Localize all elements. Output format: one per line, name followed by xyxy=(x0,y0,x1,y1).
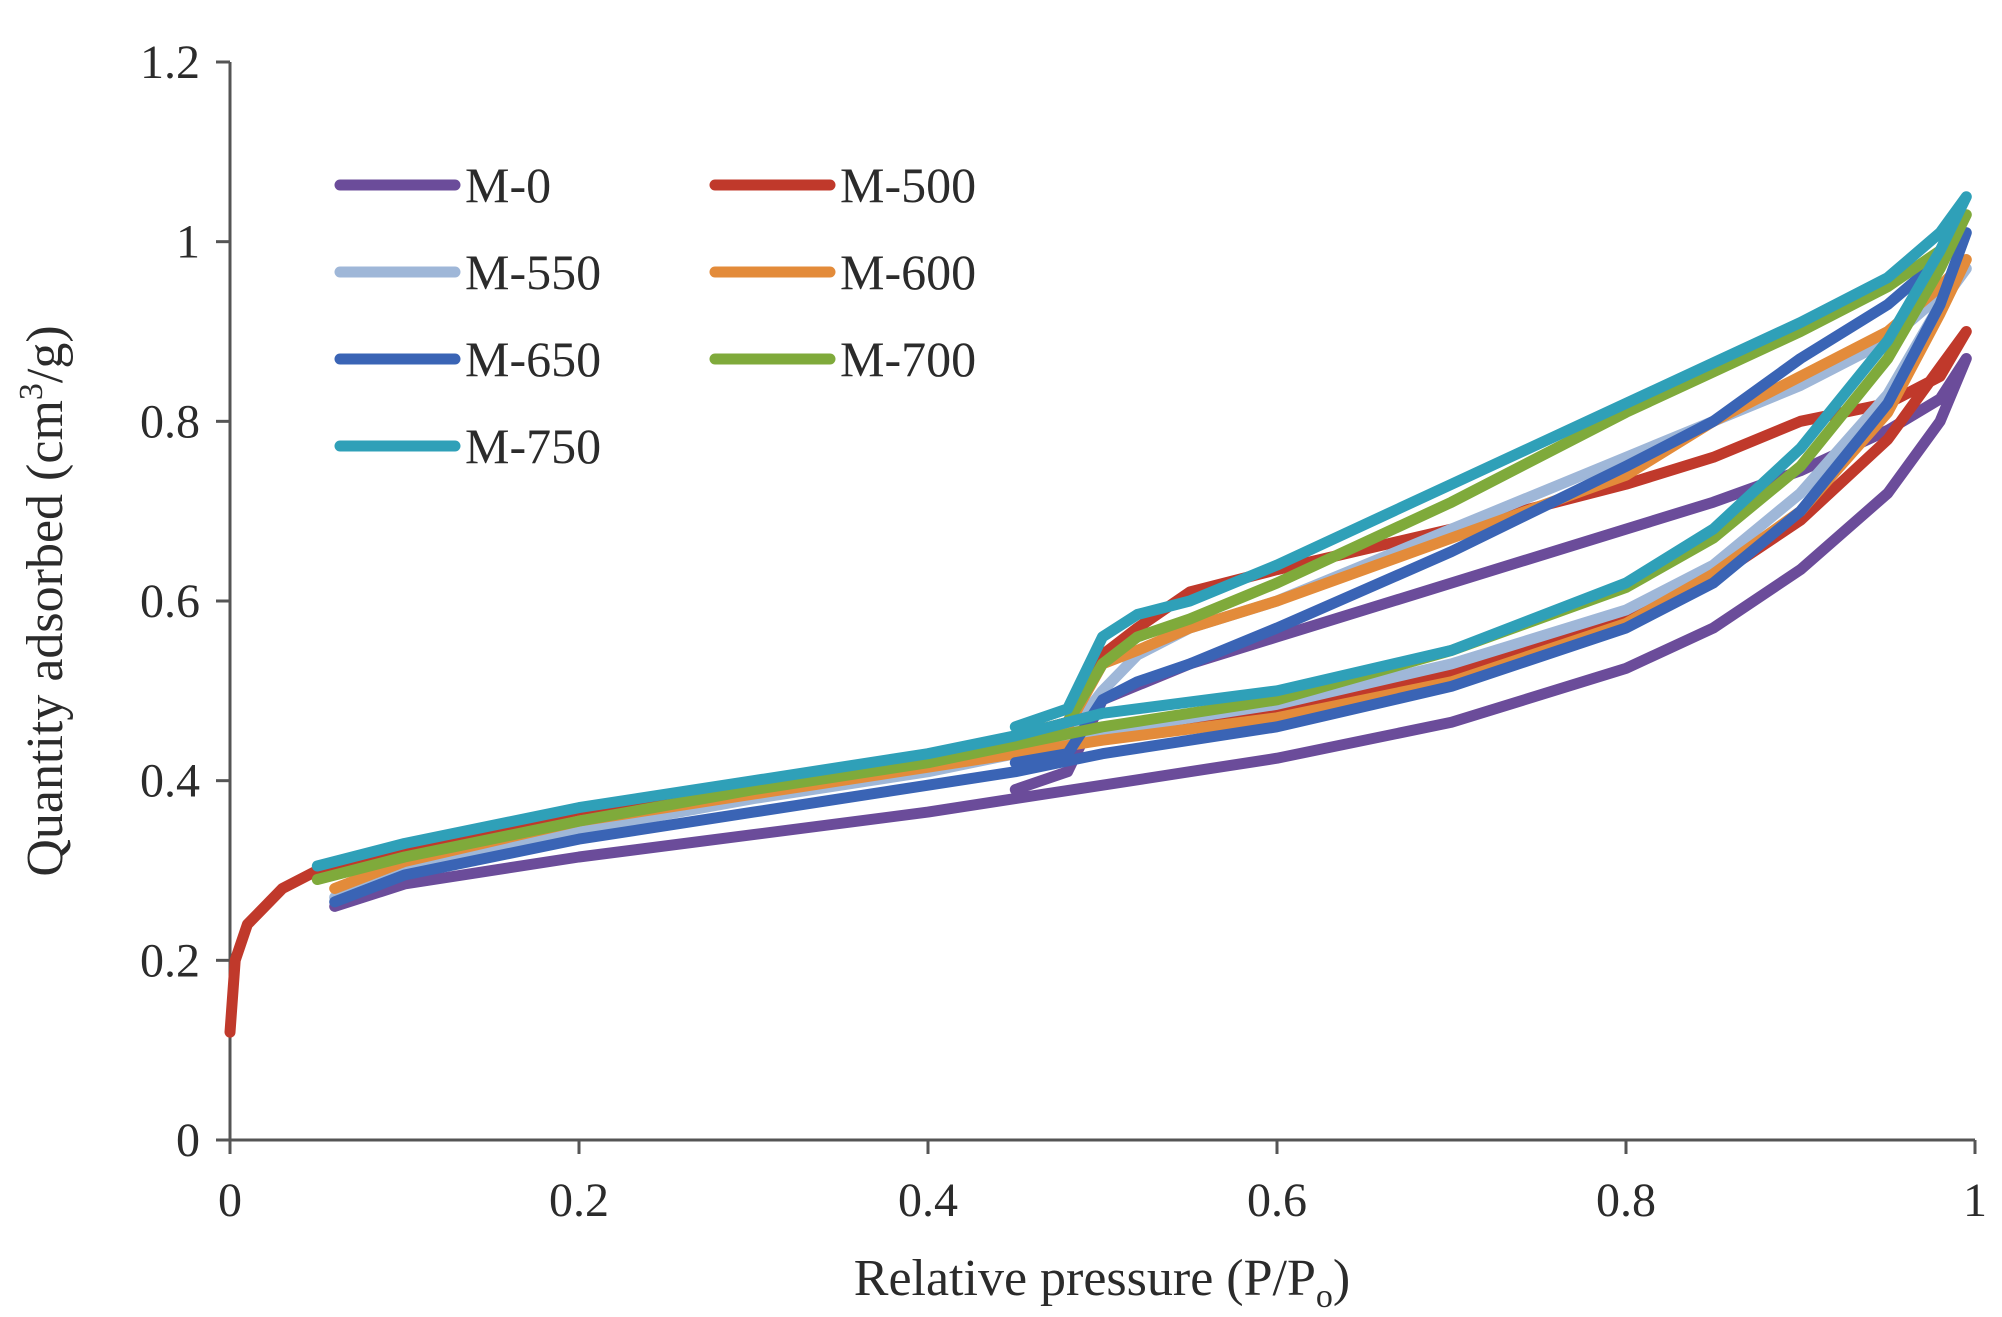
x-tick-label: 1 xyxy=(1963,1174,1987,1227)
legend-label-m-500: M-500 xyxy=(840,157,976,213)
y-tick-label: 1.2 xyxy=(140,36,200,89)
y-tick-label: 0 xyxy=(176,1114,200,1167)
legend-label-m-700: M-700 xyxy=(840,331,976,387)
legend-label-m-550: M-550 xyxy=(465,244,601,300)
series-layer xyxy=(224,191,1972,1038)
series-line-m-750 xyxy=(311,191,1972,872)
series-line-m-0 xyxy=(329,353,1972,912)
y-tick-label: 0.8 xyxy=(140,395,200,448)
x-tick-label: 0 xyxy=(218,1174,242,1227)
y-tick-label: 1 xyxy=(176,216,200,269)
y-axis-title: Quantity adsorbed (cm3/g) xyxy=(13,325,74,876)
legend: M-0 M-500 M-550 M-600 M-650 M-700 M-750 xyxy=(334,157,976,474)
y-tick-label: 0.2 xyxy=(140,934,200,987)
x-axis-title: Relative pressure (P/Po) xyxy=(854,1250,1350,1315)
y-tick-label: 0.6 xyxy=(140,575,200,628)
axes xyxy=(228,62,1975,1142)
legend-label-m-600: M-600 xyxy=(840,244,976,300)
x-tick-label: 0.6 xyxy=(1247,1174,1307,1227)
x-tick-label: 0.2 xyxy=(549,1174,609,1227)
legend-label-m-0: M-0 xyxy=(465,157,551,213)
legend-label-m-650: M-650 xyxy=(465,331,601,387)
ticks: 0 0.2 0.4 0.6 0.8 1 0 0.2 0.4 0.6 0.8 1 1.2 xyxy=(140,36,1987,1227)
y-tick-label: 0.4 xyxy=(140,755,200,808)
series-line-m-700 xyxy=(311,209,1972,885)
legend-label-m-750: M-750 xyxy=(465,418,601,474)
series-line-m-650 xyxy=(329,227,1972,908)
x-tick-label: 0.8 xyxy=(1596,1174,1656,1227)
x-tick-label: 0.4 xyxy=(898,1174,958,1227)
